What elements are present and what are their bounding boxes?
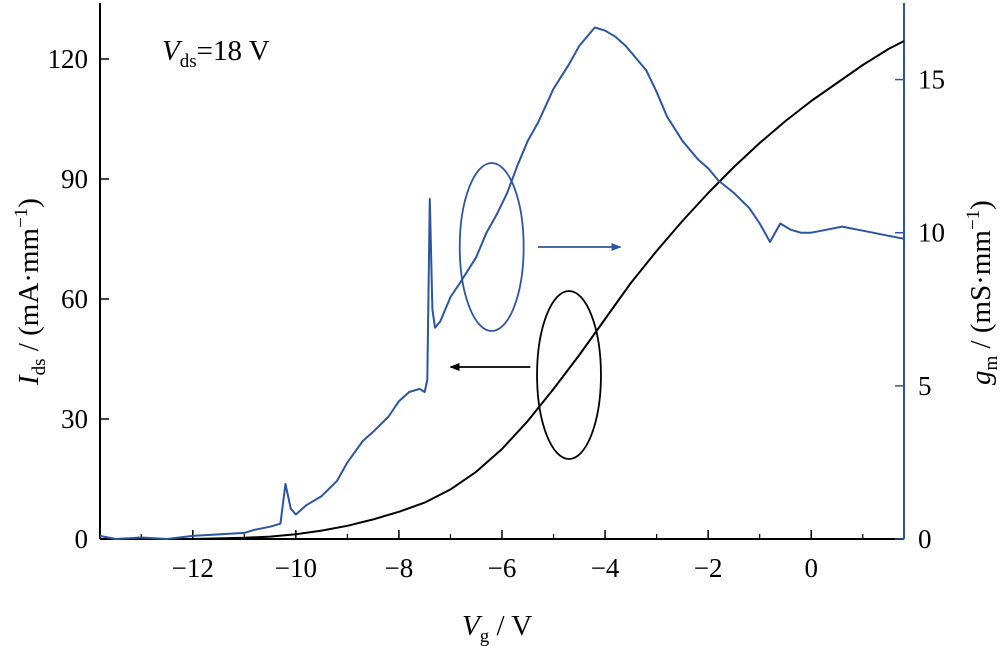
tick-labels: −12 −10 −8 −6 −4 −2 0 0 30 60 90 120 0 5 10 15: [48, 44, 946, 583]
y-right-tick-label: 0: [918, 524, 932, 554]
ids-curve-ellipse: [536, 290, 602, 460]
x-tick-label: 0: [804, 553, 818, 583]
x-tick-label: −12: [172, 553, 214, 583]
gm-curve-ellipse: [458, 162, 525, 332]
y-left-tick-label: 0: [75, 524, 89, 554]
x-tick-label: −6: [488, 553, 517, 583]
y-right-tick-label: 15: [918, 65, 945, 95]
ids-curve: [100, 40, 905, 540]
x-axis-title: Vg / V: [462, 610, 532, 646]
axes-frame: [99, 3, 905, 540]
x-tick-label: −2: [694, 553, 723, 583]
gm-curve: [99, 26, 905, 540]
marker-layer: [449, 162, 622, 460]
y-left-axis-title: Ids / (mA·mm−1): [11, 198, 50, 386]
y-right-tick-label: 5: [918, 371, 932, 401]
y-left-tick-label: 120: [48, 44, 89, 74]
y-right-tick-label: 10: [918, 218, 945, 248]
tick-marks: [100, 58, 904, 540]
series-layer: [99, 26, 905, 540]
y-left-tick-label: 30: [61, 404, 88, 434]
y-left-tick-label: 90: [61, 164, 88, 194]
y-left-tick-label: 60: [61, 284, 88, 314]
x-tick-label: −8: [385, 553, 414, 583]
x-tick-label: −4: [591, 553, 620, 583]
y-right-axis-title: gm / (mS·mm−1): [963, 200, 1000, 385]
x-tick-label: −10: [275, 553, 317, 583]
vds-annotation: Vds=18 V: [162, 35, 270, 72]
